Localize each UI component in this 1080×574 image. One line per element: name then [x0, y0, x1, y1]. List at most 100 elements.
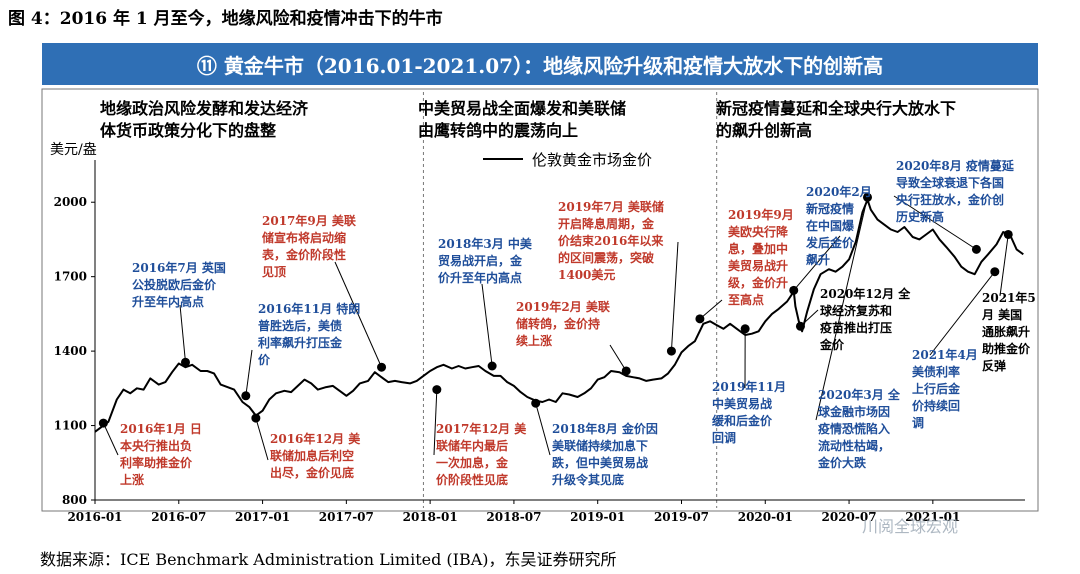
annotation-line: 金价大跌 — [817, 455, 867, 470]
event-annotation: 2016年7月 英国公投脱欧后金价升至年内高点 — [132, 260, 226, 309]
annotation-line: 利率飙升打压金 — [258, 335, 343, 350]
annotation-line: 2017年12月 美 — [436, 421, 527, 436]
annotation-line: 2020年2月 — [806, 184, 872, 199]
event-marker — [180, 357, 190, 367]
data-source-note: 数据来源：ICE Benchmark Administration Limite… — [40, 550, 617, 569]
annotation-line: 2019年9月 — [728, 207, 794, 222]
annotation-line: 缓和后金价 — [712, 413, 773, 428]
annotation-leader — [929, 271, 996, 356]
annotation-line: 贸易战开启，金 — [438, 253, 523, 268]
event-marker — [971, 244, 981, 254]
annotation-line: 疫苗推出打压 — [820, 320, 892, 335]
annotation-line: 开启降息周期，金 — [558, 216, 655, 231]
annotation-line: 公投脱欧后金价 — [132, 277, 217, 292]
event-annotation: 2016年11月 特朗普胜选后，美债利率飙升打压金价 — [258, 301, 360, 367]
annotation-leader — [535, 403, 551, 456]
annotation-leader — [179, 304, 186, 363]
annotation-leader — [609, 344, 627, 372]
event-marker — [98, 418, 108, 428]
annotation-line: 调 — [912, 416, 924, 430]
x-tick-label: 2016-01 — [67, 510, 122, 524]
x-tick-label: 2018-07 — [486, 510, 541, 524]
annotation-line: 储转鸽，金价持 — [516, 316, 600, 331]
x-tick-label: 2020-01 — [738, 510, 793, 524]
annotation-line: 导致全球衰退下各国 — [896, 175, 1004, 190]
y-axis-unit-label: 美元/盎 — [50, 142, 97, 158]
annotation-leader — [699, 299, 723, 320]
annotation-leader — [670, 241, 679, 352]
annotation-leader — [481, 283, 493, 367]
annotation-line: 升级令其见底 — [552, 472, 624, 487]
event-annotation: 2021年5 月 美国通胀飙升助推金价反弹 — [981, 290, 1036, 373]
event-marker — [487, 361, 497, 371]
y-tick-label: 1700 — [54, 270, 87, 284]
annotation-line: 美债利率 — [912, 364, 960, 379]
annotation-line: 级，金价升 — [728, 275, 788, 290]
annotation-leader — [245, 349, 253, 396]
y-tick-label: 2000 — [54, 195, 87, 209]
x-tick-label: 2018-01 — [403, 510, 458, 524]
annotation-leader — [815, 197, 868, 421]
annotation-line: 2019年2月 美联 — [516, 299, 610, 314]
x-tick-label: 2017-07 — [319, 510, 374, 524]
annotation-line: 储宣布将启动缩 — [262, 230, 346, 245]
event-marker — [666, 346, 676, 356]
annotation-line: 上涨 — [120, 472, 144, 487]
annotation-line: 价结束2016年以来 — [558, 233, 664, 248]
figure-title: 图 4：2016 年 1 月至今，地缘风险和疫情冲击下的牛市 — [8, 9, 443, 29]
annotation-line: 2017年9月 美联 — [262, 213, 356, 228]
annotation-line: 2018年8月 金价因 — [552, 421, 658, 436]
event-annotation: 2020年8月 疫情蔓延导致全球衰退下各国央行狂放水，金价创历史新高 — [896, 158, 1015, 224]
annotation-line: 美欧央行降 — [728, 224, 789, 239]
event-marker — [695, 314, 705, 324]
event-marker — [241, 391, 251, 401]
annotation-leader — [999, 234, 1009, 297]
event-annotation: 2016年1月 日本央行推出负利率助推金价上涨 — [120, 421, 202, 487]
x-tick-label: 2016-07 — [151, 510, 206, 524]
annotation-line: 2021年5 — [982, 290, 1036, 305]
annotation-line: 的区间震荡，突破 — [558, 250, 654, 265]
event-marker — [621, 366, 631, 376]
annotation-line: 助推金价 — [982, 341, 1031, 356]
event-annotation: 2018年8月 金价因美联储持续加息下跌，但中美贸易战升级令其见底 — [552, 421, 658, 487]
event-annotation: 2019年11月中美贸易战缓和后金价回调 — [712, 379, 786, 445]
annotation-line: 跌，但中美贸易战 — [552, 455, 648, 470]
series-line-london-gold — [94, 198, 1024, 433]
event-marker — [990, 267, 1000, 277]
annotation-line: 流动性枯竭， — [818, 438, 890, 453]
annotation-line: 1400美元 — [558, 267, 615, 282]
watermark: 川阅全球宏观 — [862, 517, 958, 536]
annotation-line: 在中国爆 — [806, 218, 855, 233]
annotation-line: 历史新高 — [896, 209, 944, 224]
legend-label: 伦敦黄金市场金价 — [532, 151, 652, 169]
annotation-line: 至高点 — [728, 292, 764, 307]
event-annotation: 2018年3月 中美贸易战开启，金价升至年内高点 — [438, 236, 533, 285]
x-tick-label: 2021-01 — [905, 510, 960, 524]
event-annotation: 2019年7月 美联储开启降息周期，金价结束2016年以来的区间震荡，突破 140… — [558, 199, 664, 282]
annotation-line: 金价 — [819, 337, 845, 352]
annotation-line: 美贸易战升 — [728, 258, 788, 273]
annotation-line: 利率助推金价 — [120, 455, 193, 470]
y-tick-label: 800 — [62, 493, 87, 507]
annotation-line: 息，叠加中 — [728, 241, 788, 256]
annotation-line: 2016年1月 日 — [120, 421, 202, 436]
event-marker — [377, 362, 387, 372]
annotation-line: 一次加息，金 — [436, 455, 509, 470]
annotation-line: 联储加息后利空 — [270, 448, 354, 463]
period-header-3: 新冠疫情蔓延和全球央行大放水下的飙升创新高 — [716, 99, 956, 140]
annotation-line: 2016年7月 英国 — [132, 260, 226, 275]
event-annotation: 2019年9月美欧央行降息，叠加中美贸易战升级，金价升至高点 — [728, 207, 794, 307]
period-header-2: 中美贸易战全面爆发和美联储由鹰转鸽中的震荡向上 — [418, 99, 626, 140]
annotation-line: 2020年3月 全 — [818, 387, 901, 402]
annotation-line: 2019年7月 美联储 — [558, 199, 664, 214]
event-marker — [862, 192, 872, 202]
annotation-leader — [793, 235, 841, 291]
annotation-line: 普胜选后，美债 — [258, 318, 342, 333]
annotation-line: 见顶 — [262, 265, 286, 279]
x-tick-label: 2020-07 — [822, 510, 877, 524]
y-tick-label: 1400 — [54, 344, 87, 358]
annotation-line: 美联储持续加息下 — [552, 438, 648, 453]
annotation-line: 发后金价 — [805, 235, 855, 250]
annotation-line: 月 美国 — [981, 307, 1022, 322]
